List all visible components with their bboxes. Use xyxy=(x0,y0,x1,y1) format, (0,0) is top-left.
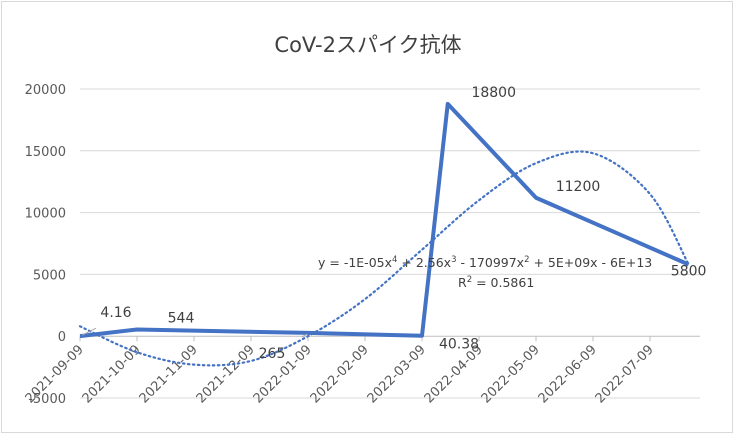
y-tick-label: 15000 xyxy=(25,145,66,160)
x-axis: 2021-09-092021-10-092021-11-092021-12-09… xyxy=(23,335,700,406)
data-label: 5800 xyxy=(671,264,707,280)
x-tick-label: 2021-11-09 xyxy=(137,342,201,406)
x-tick-label: 2022-02-09 xyxy=(308,342,372,406)
data-label: 265 xyxy=(259,346,286,362)
equation-term: y = -1E-05x xyxy=(318,255,392,270)
x-tick-label: 2021-12-09 xyxy=(194,342,258,406)
y-tick-label: -5000 xyxy=(28,392,66,407)
y-tick-label: 0 xyxy=(58,330,66,345)
equation-term: + 2.56x xyxy=(397,255,451,270)
r-squared-term: = 0.5861 xyxy=(472,275,534,290)
data-label: 544 xyxy=(168,310,195,326)
x-tick-label: 2022-05-09 xyxy=(479,342,543,406)
trendline-equation: y = -1E-05x4 + 2.56x3 - 170997x2 + 5E+09… xyxy=(318,255,652,290)
r-squared-exponent: 2 xyxy=(467,275,472,285)
equation-exponent: 4 xyxy=(392,255,397,265)
x-tick-label: 2022-03-09 xyxy=(365,342,429,406)
r-squared-text: R2 = 0.5861 xyxy=(458,275,534,290)
equation-term: + 5E+09x - 6E+13 xyxy=(530,255,653,270)
data-label: 4.16 xyxy=(100,305,131,321)
equation-exponent: 2 xyxy=(524,255,529,265)
y-tick-label: 20000 xyxy=(25,83,66,98)
data-label: 11200 xyxy=(556,179,601,195)
trendline xyxy=(78,150,690,367)
data-series xyxy=(79,101,690,339)
y-tick-label: 5000 xyxy=(33,268,66,283)
data-labels: 4.16 544 265 40.38 18800 11200 5800 xyxy=(81,85,707,362)
label-leader-line xyxy=(301,333,308,338)
y-axis-tick-labels: -5000 0 5000 10000 15000 20000 xyxy=(25,83,66,407)
data-label: 18800 xyxy=(471,85,516,101)
r-squared-term: R xyxy=(458,275,467,290)
series-line xyxy=(79,101,690,339)
gridlines xyxy=(80,88,700,399)
x-tick-label: 2022-06-09 xyxy=(536,342,600,406)
y-tick-label: 10000 xyxy=(25,207,66,222)
equation-term: - 170997x xyxy=(457,255,525,270)
chart-title: CoV-2スパイク抗体 xyxy=(274,33,461,57)
data-label: 40.38 xyxy=(439,337,479,353)
trendline-equation-text: y = -1E-05x4 + 2.56x3 - 170997x2 + 5E+09… xyxy=(318,255,652,270)
trendline-path xyxy=(78,150,690,367)
label-leader-line xyxy=(81,327,97,336)
equation-exponent: 3 xyxy=(451,255,456,265)
x-tick-label: 2022-07-09 xyxy=(593,342,657,406)
